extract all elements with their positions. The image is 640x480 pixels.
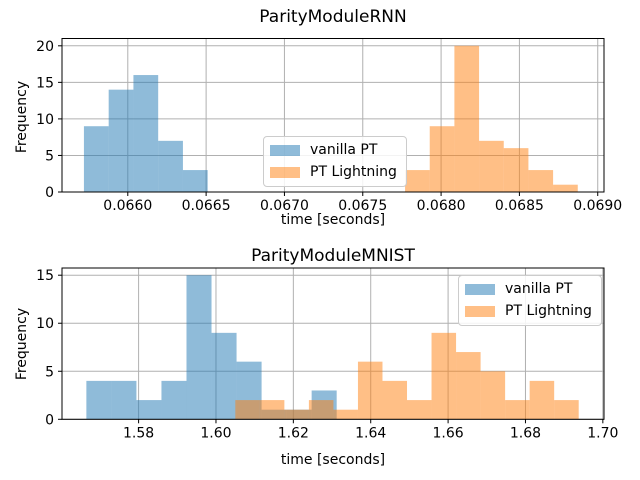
legend-entry-pt-lightning: PT Lightning bbox=[465, 302, 592, 321]
legend-entry-vanilla-pt: vanilla PT bbox=[270, 141, 397, 160]
y-tick-label: 10 bbox=[36, 316, 54, 332]
histogram-series-vanilla-pt bbox=[83, 75, 208, 192]
x-tick-label: 0.0670 bbox=[260, 198, 309, 214]
histogram-bar bbox=[479, 140, 504, 192]
legend-top-chart: vanilla PT PT Lightning bbox=[263, 136, 407, 187]
x-tick-label: 0.0665 bbox=[182, 198, 231, 214]
chart-0: 0.0660 0.0665 0.0670 0.0675 0.0680 0.0685 0.06… bbox=[36, 38, 622, 214]
x-tick-label: 0.0680 bbox=[417, 198, 466, 214]
y-tick-label: 15 bbox=[36, 75, 54, 91]
x-tick-label: 1.66 bbox=[433, 425, 464, 441]
histogram-bar bbox=[429, 126, 455, 192]
histogram-bar bbox=[308, 400, 334, 420]
histogram-bar bbox=[211, 332, 237, 420]
histogram-bar bbox=[161, 380, 187, 420]
legend-bottom-chart: vanilla PT PT Lightning bbox=[458, 275, 602, 326]
histogram-series-pt-lightning bbox=[235, 332, 579, 420]
histogram-bar bbox=[431, 332, 457, 420]
y-tick-label: 20 bbox=[36, 39, 54, 55]
histogram-bar bbox=[503, 148, 529, 192]
chart-title-parity-module-rnn: ParityModuleRNN bbox=[259, 7, 407, 27]
y-axis-label-top: Frequency bbox=[14, 80, 30, 154]
legend-entry-vanilla-pt: vanilla PT bbox=[465, 280, 592, 299]
histogram-bar bbox=[259, 400, 285, 420]
y-tick-label: 15 bbox=[36, 268, 54, 284]
tick-marks bbox=[58, 274, 604, 424]
x-tick-label: 1.58 bbox=[123, 425, 154, 441]
chart-1: 1.58 1.60 1.62 1.64 1.66 1.68 1.70 0 5 10 15 bbox=[36, 267, 618, 441]
legend-entry-pt-lightning: PT Lightning bbox=[270, 163, 397, 182]
x-tick-label: 1.64 bbox=[355, 425, 386, 441]
y-tick-label: 10 bbox=[36, 112, 54, 128]
histogram-bar bbox=[505, 400, 530, 420]
histogram-bar bbox=[529, 380, 555, 420]
legend-label: PT Lightning bbox=[310, 164, 397, 180]
histogram-bar bbox=[407, 400, 432, 420]
tick-labels: 1.58 1.60 1.62 1.64 1.66 1.68 1.70 0 5 10 15 bbox=[36, 268, 618, 441]
histogram-bar bbox=[456, 352, 481, 420]
x-tick-label: 0.0685 bbox=[495, 198, 544, 214]
histogram-bar bbox=[554, 400, 579, 420]
histogram-bar bbox=[235, 400, 260, 420]
histogram-bar bbox=[182, 170, 208, 192]
histogram-bar bbox=[83, 126, 109, 192]
x-tick-label: 0.0675 bbox=[338, 198, 387, 214]
legend-swatch bbox=[465, 306, 495, 317]
tick-labels: 0.0660 0.0665 0.0670 0.0675 0.0680 0.0685 0.06… bbox=[36, 39, 622, 214]
legend-label: vanilla PT bbox=[505, 281, 573, 297]
legend-label: vanilla PT bbox=[310, 142, 378, 158]
histogram-bar bbox=[454, 45, 480, 192]
histogram-series-pt-lightning bbox=[405, 45, 578, 192]
y-tick-label: 0 bbox=[45, 412, 54, 428]
x-tick-label: 1.60 bbox=[200, 425, 231, 441]
chart-title-parity-module-mnist: ParityModuleMNIST bbox=[251, 246, 415, 266]
x-tick-label: 0.0690 bbox=[573, 198, 622, 214]
y-tick-label: 0 bbox=[45, 185, 54, 201]
axes-spines bbox=[61, 267, 605, 420]
histogram-bar bbox=[553, 184, 578, 192]
histogram-bar bbox=[480, 371, 506, 420]
x-tick-label: 0.0660 bbox=[103, 198, 152, 214]
legend-label: PT Lightning bbox=[505, 303, 592, 319]
histogram-bar bbox=[111, 380, 137, 420]
histogram-bar bbox=[133, 75, 159, 192]
histogram-bar bbox=[382, 380, 408, 420]
histogram-bar bbox=[158, 140, 183, 192]
x-axis-label-top: time [seconds] bbox=[280, 212, 386, 228]
legend-swatch bbox=[465, 284, 495, 295]
x-axis-label-bottom: time [seconds] bbox=[280, 452, 386, 468]
histogram-bar bbox=[86, 380, 112, 420]
histogram-bar bbox=[136, 400, 162, 420]
x-tick-label: 1.70 bbox=[587, 425, 618, 441]
histogram-series-vanilla-pt bbox=[86, 275, 337, 420]
x-tick-label: 1.68 bbox=[510, 425, 541, 441]
histogram-bar bbox=[333, 409, 358, 420]
tick-marks bbox=[58, 45, 599, 196]
histogram-bar bbox=[405, 170, 430, 192]
legend-swatch bbox=[270, 145, 300, 156]
histogram-bar bbox=[108, 89, 134, 192]
y-tick-label: 5 bbox=[45, 148, 54, 164]
x-tick-label: 1.62 bbox=[278, 425, 309, 441]
histogram-bar bbox=[186, 275, 212, 420]
histogram-bar bbox=[357, 361, 383, 420]
axes-spines bbox=[61, 38, 605, 193]
legend-swatch bbox=[270, 167, 300, 178]
histogram-bar bbox=[284, 409, 309, 420]
y-tick-label: 5 bbox=[45, 364, 54, 380]
histogram-bar bbox=[528, 170, 554, 192]
y-axis-label-bottom: Frequency bbox=[14, 307, 30, 381]
